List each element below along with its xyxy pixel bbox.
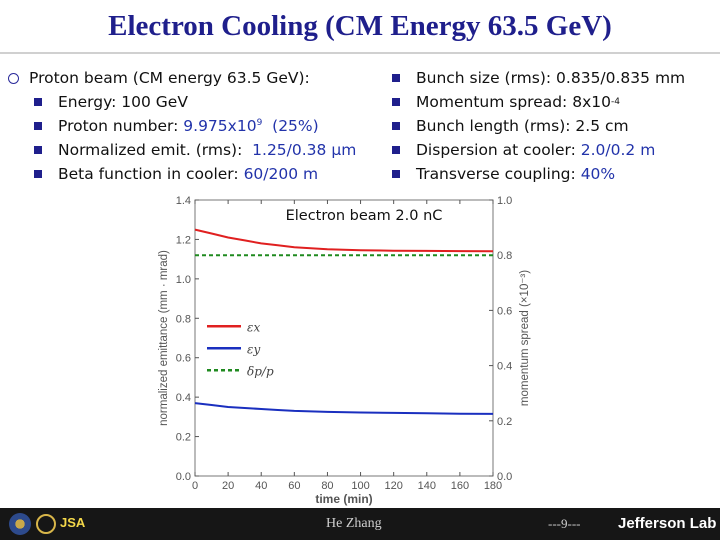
x-tick-label: 20 <box>222 480 234 492</box>
square-bullet-icon <box>34 98 42 106</box>
proton-beam-header: Proton beam (CM energy 63.5 GeV): <box>8 66 388 90</box>
doe-seal-logo <box>9 513 31 535</box>
legend-label: δp/p <box>247 364 274 378</box>
proton-number-value: 9.975x109 (25%) <box>183 114 318 138</box>
coupling-label: Transverse coupling: <box>416 165 581 183</box>
x-tick-label: 100 <box>351 480 369 492</box>
y-tick-label: 1.0 <box>176 274 191 286</box>
partner-logo <box>36 514 56 534</box>
square-bullet-icon <box>392 170 400 178</box>
series-eps-y-line <box>194 402 494 415</box>
circle-bullet-icon <box>8 72 19 84</box>
chart-annotation: Electron beam 2.0 nC <box>286 208 443 224</box>
coupling-item: Transverse coupling: 40% <box>392 162 712 186</box>
beam-parameters-list: Bunch size (rms): 0.835/0.835 mm Momentu… <box>392 66 712 186</box>
proton-number-exponent: 9 <box>256 117 263 128</box>
y2-tick-label: 0.6 <box>497 305 512 317</box>
y-tick-label: 0.6 <box>176 353 191 365</box>
proton-beta-item: Beta function in cooler: 60/200 m <box>8 162 388 186</box>
y2-tick-label: 0.0 <box>497 471 512 483</box>
y-axis-label: normalized emittance (mm · mrad) <box>158 250 170 426</box>
x-tick-label: 80 <box>321 480 333 492</box>
dispersion-item: Dispersion at cooler: 2.0/0.2 m <box>392 138 712 162</box>
jsa-logo: JSA <box>60 515 86 530</box>
square-bullet-icon <box>392 98 400 106</box>
proton-beam-header-text: Proton beam (CM energy 63.5 GeV): <box>29 69 310 87</box>
y2-axis-label: momentum spread (×10⁻³) <box>519 270 531 406</box>
y-tick-label: 1.2 <box>176 234 191 246</box>
x-tick-label: 60 <box>288 480 300 492</box>
legend-label: εx <box>247 320 260 334</box>
square-bullet-icon <box>34 146 42 154</box>
dispersion-value: 2.0/0.2 m <box>580 141 656 159</box>
footer-page-number: ---9--- <box>548 516 581 531</box>
x-axis-label: time (min) <box>315 492 372 506</box>
bunch-length-text: Bunch length (rms): 2.5 cm <box>416 117 629 135</box>
square-bullet-icon <box>34 122 42 130</box>
proton-energy-text: Energy: 100 GeV <box>58 93 188 111</box>
footer-author: He Zhang <box>326 516 382 531</box>
square-bullet-icon <box>34 170 42 178</box>
square-bullet-icon <box>392 74 400 82</box>
x-tick-label: 0 <box>192 480 198 492</box>
dispersion-label: Dispersion at cooler: <box>416 141 581 159</box>
x-tick-label: 40 <box>255 480 267 492</box>
y2-tick-label: 1.0 <box>497 195 512 207</box>
proton-number-label: Proton number: <box>58 117 184 135</box>
bunch-size-item: Bunch size (rms): 0.835/0.835 mm <box>392 66 712 90</box>
proton-number-item: Proton number: 9.975x109 (25%) <box>8 114 388 138</box>
proton-emittance-item: Normalized emit. (rms): 1.25/0.38 µm <box>8 138 388 162</box>
momentum-spread-text: Momentum spread: 8x10 <box>416 93 611 111</box>
y2-tick-label: 0.8 <box>497 250 512 262</box>
y-tick-label: 0.4 <box>176 392 191 404</box>
title-divider <box>0 52 720 54</box>
jefferson-lab-logo: Jefferson Lab <box>618 515 717 532</box>
proton-energy-item: Energy: 100 GeV <box>8 90 388 114</box>
legend-label: εy <box>247 342 260 356</box>
slide-title: Electron Cooling (CM Energy 63.5 GeV) <box>108 10 612 42</box>
y-tick-label: 1.4 <box>176 195 191 207</box>
cooling-chart: 0 20 40 60 80 100 120 140 160 1800.00.20.40.60.81… <box>158 195 531 506</box>
y2-tick-label: 0.2 <box>497 416 512 428</box>
square-bullet-icon <box>392 122 400 130</box>
square-bullet-icon <box>392 146 400 154</box>
proton-emittance-label: Normalized emit. (rms): <box>58 141 253 159</box>
y-tick-label: 0.0 <box>176 471 191 483</box>
bunch-size-text: Bunch size (rms): 0.835/0.835 mm <box>416 69 686 87</box>
x-tick-label: 180 <box>484 480 502 492</box>
x-tick-label: 140 <box>418 480 436 492</box>
coupling-value: 40% <box>580 165 616 183</box>
y-tick-label: 0.2 <box>176 432 191 444</box>
y-tick-label: 0.8 <box>176 313 191 325</box>
footer-bar: JSA He Zhang ---9--- Jefferson Lab <box>0 508 720 540</box>
proton-number-mantissa: 9.975x10 <box>183 117 257 135</box>
proton-beta-label: Beta function in cooler: <box>58 165 244 183</box>
proton-beta-value: 60/200 m <box>243 165 319 183</box>
plot-frame <box>194 199 494 477</box>
y2-tick-label: 0.4 <box>497 361 512 373</box>
proton-emittance-value: 1.25/0.38 µm <box>252 141 357 159</box>
proton-number-percent: (25%) <box>262 117 319 135</box>
series-eps-x-line <box>194 228 494 253</box>
proton-beam-list: Proton beam (CM energy 63.5 GeV): Energy… <box>8 66 388 186</box>
bunch-length-item: Bunch length (rms): 2.5 cm <box>392 114 712 138</box>
momentum-spread-item: Momentum spread: 8x10 -4 <box>392 90 712 114</box>
x-tick-label: 120 <box>384 480 402 492</box>
x-tick-label: 160 <box>451 480 469 492</box>
